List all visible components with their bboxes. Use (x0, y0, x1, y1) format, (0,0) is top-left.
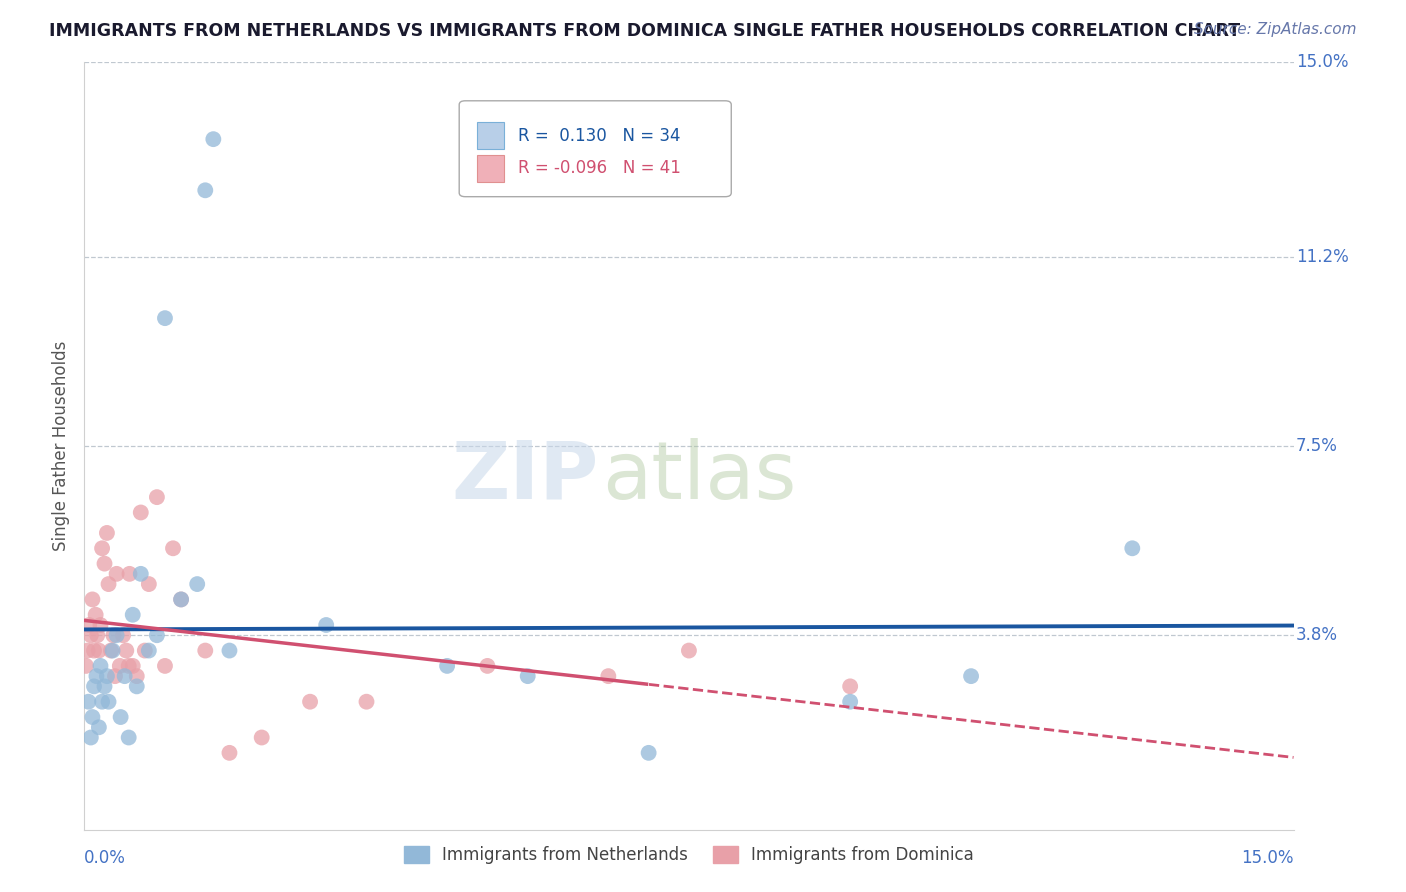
Point (146, 628, 169, 642)
Point (86, 669, 108, 683)
Point (477, 659, 499, 673)
Point (299, 695, 322, 709)
Text: ZIP: ZIP (451, 438, 599, 516)
Point (115, 643, 138, 657)
Point (516, 669, 538, 683)
Point (162, 541, 184, 556)
Point (218, 643, 240, 657)
Point (91, 541, 114, 556)
Point (637, 746, 659, 760)
Text: 11.2%: 11.2% (1296, 248, 1348, 266)
Point (146, 490, 169, 504)
Point (97, 577, 120, 591)
Point (138, 643, 160, 657)
Point (104, 669, 127, 683)
Text: 0.0%: 0.0% (84, 849, 127, 867)
Point (194, 643, 217, 657)
Point (105, 566, 128, 581)
Point (125, 679, 148, 693)
Point (97, 695, 120, 709)
Text: atlas: atlas (602, 438, 796, 516)
Point (114, 669, 136, 683)
Point (121, 607, 143, 622)
Point (134, 643, 156, 657)
Point (153, 311, 176, 326)
Point (105, 628, 128, 642)
Text: 15.0%: 15.0% (1241, 849, 1294, 867)
Text: R =  0.130   N = 34: R = 0.130 N = 34 (519, 127, 681, 145)
Point (678, 643, 700, 657)
Point (93, 679, 115, 693)
Point (356, 695, 378, 709)
Text: 3.8%: 3.8% (1296, 626, 1339, 644)
Point (138, 577, 160, 591)
Point (75, 659, 97, 673)
Point (436, 659, 458, 673)
Point (110, 710, 132, 724)
Point (96, 669, 118, 683)
Point (108, 659, 131, 673)
Text: R = -0.096   N = 41: R = -0.096 N = 41 (519, 159, 682, 178)
Point (86, 628, 108, 642)
Point (91, 695, 114, 709)
Point (80, 731, 103, 745)
Point (202, 132, 225, 146)
Point (118, 659, 141, 673)
Point (82, 710, 104, 724)
Point (84, 607, 107, 622)
Point (153, 659, 176, 673)
Point (960, 669, 983, 683)
Point (80, 628, 103, 642)
Point (1121, 541, 1143, 556)
Point (194, 183, 217, 197)
Legend: Immigrants from Netherlands, Immigrants from Dominica: Immigrants from Netherlands, Immigrants … (396, 839, 981, 871)
Point (77, 695, 100, 709)
FancyBboxPatch shape (478, 154, 503, 182)
Point (125, 669, 148, 683)
Point (250, 731, 273, 745)
Point (76, 643, 98, 657)
Text: IMMIGRANTS FROM NETHERLANDS VS IMMIGRANTS FROM DOMINICA SINGLE FATHER HOUSEHOLDS: IMMIGRANTS FROM NETHERLANDS VS IMMIGRANT… (49, 22, 1240, 40)
Point (100, 643, 122, 657)
Point (87, 720, 110, 734)
Point (129, 506, 152, 520)
Point (93, 557, 115, 571)
Point (170, 592, 193, 607)
FancyBboxPatch shape (478, 122, 503, 149)
Y-axis label: Single Father Households: Single Father Households (52, 341, 70, 551)
Point (89, 659, 111, 673)
Point (101, 643, 124, 657)
Point (839, 679, 862, 693)
Point (87, 643, 110, 657)
Point (96, 525, 118, 540)
Point (83, 679, 105, 693)
Point (598, 669, 620, 683)
Point (77, 618, 100, 632)
Point (121, 659, 143, 673)
Point (83, 643, 105, 657)
Point (118, 566, 141, 581)
Point (89, 618, 111, 632)
Point (218, 746, 240, 760)
Text: Source: ZipAtlas.com: Source: ZipAtlas.com (1194, 22, 1357, 37)
Point (118, 731, 141, 745)
Text: 15.0%: 15.0% (1296, 54, 1348, 71)
Point (82, 592, 104, 607)
Point (112, 628, 135, 642)
Point (315, 618, 337, 632)
Point (129, 566, 152, 581)
Point (186, 577, 208, 591)
FancyBboxPatch shape (460, 101, 731, 197)
Text: 7.5%: 7.5% (1296, 437, 1339, 455)
Point (103, 628, 125, 642)
Point (839, 695, 862, 709)
Point (170, 592, 193, 607)
